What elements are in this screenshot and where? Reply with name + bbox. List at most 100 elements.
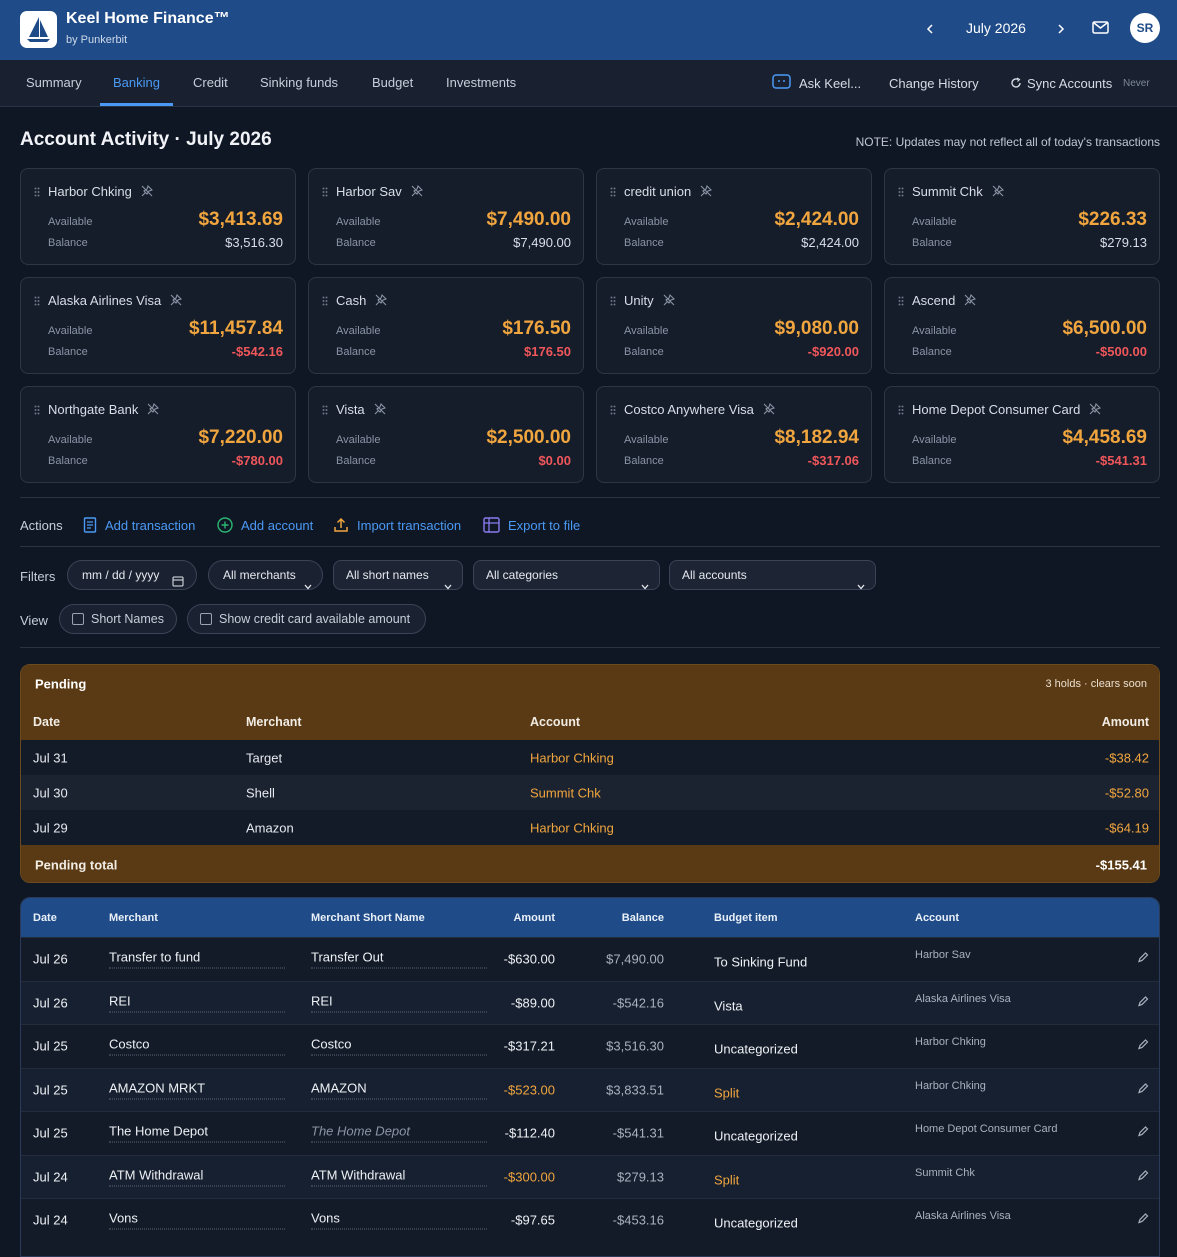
action-button[interactable]: Import transaction — [333, 517, 461, 533]
checkbox[interactable] — [72, 613, 84, 625]
edit-icon[interactable] — [1137, 1082, 1149, 1097]
action-button[interactable]: Export to file — [483, 517, 580, 533]
nav-tab[interactable]: Budget — [372, 75, 414, 90]
budget-item[interactable]: Split — [714, 1085, 740, 1101]
grip — [898, 294, 904, 309]
account-card[interactable]: Home Depot Consumer Card Available $4,458.… — [884, 386, 1160, 483]
divider — [20, 647, 1160, 648]
transaction-cell: AMAZON — [311, 1080, 487, 1100]
pin-icon[interactable] — [170, 293, 183, 306]
pin-icon[interactable] — [700, 184, 713, 197]
balance-label: Balance — [48, 346, 88, 358]
filter-select[interactable]: All merchants — [208, 560, 323, 590]
account-card[interactable]: Summit Chk Available $226.33 Balance $279.13 — [884, 168, 1160, 265]
change-history[interactable]: Change History — [889, 76, 979, 91]
filter-select[interactable]: All short names — [333, 560, 463, 590]
grip-icon — [898, 187, 904, 197]
budget-item[interactable]: Uncategorized — [714, 1128, 798, 1144]
action-button[interactable]: Add transaction — [83, 517, 195, 533]
checkbox[interactable] — [200, 613, 212, 625]
account-card[interactable]: Unity Available $9,080.00 Balance -$920.00 — [596, 277, 872, 374]
balance-amount: $3,516.30 — [225, 235, 283, 250]
table-header: Date Merchant Merchant Short Name Amount Bal… — [21, 898, 1159, 937]
balance-label: Balance — [624, 346, 664, 358]
prev-month[interactable] — [926, 23, 936, 35]
grip — [610, 403, 616, 418]
account-card[interactable]: Costco Anywhere Visa Available $8,182.94 Ba… — [596, 386, 872, 483]
account-card[interactable]: Ascend Available $6,500.00 Balance -$500.00 — [884, 277, 1160, 374]
pending-panel: Pending 3 holds · clears soon Date Merchant… — [20, 664, 1160, 883]
available-amount: $6,500.00 — [1062, 318, 1147, 339]
account-card[interactable]: Vista Available $2,500.00 Balance $0.00 — [308, 386, 584, 483]
mail-icon[interactable] — [1092, 21, 1110, 35]
grip — [322, 185, 328, 200]
nav-tab[interactable]: Summary — [26, 75, 82, 90]
account-card[interactable]: Cash Available $176.50 Balance $176.50 — [308, 277, 584, 374]
avatar[interactable]: SR — [1130, 13, 1160, 43]
nav-tab[interactable]: Investments — [446, 75, 517, 90]
nav-tab[interactable]: Sinking funds — [260, 75, 339, 90]
transaction-cell: -$89.00 — [510, 995, 555, 1011]
next-month[interactable] — [1056, 23, 1066, 35]
toggle-text: Show credit card available amount — [219, 612, 411, 626]
grip-icon — [34, 296, 40, 306]
edit-icon[interactable] — [1137, 1169, 1149, 1184]
available-label: Available — [48, 325, 93, 337]
available-amount: $176.50 — [502, 318, 571, 339]
filter-select[interactable]: All categories — [473, 560, 660, 590]
pin-icon[interactable] — [411, 184, 423, 197]
grip — [898, 403, 904, 418]
pin-icon[interactable] — [375, 293, 388, 306]
account-card[interactable]: Harbor Chking Available $3,413.69 Balance $3… — [20, 168, 296, 265]
account-card[interactable]: Northgate Bank Available $7,220.00 Balance -… — [20, 386, 296, 483]
account-card[interactable]: Harbor Sav Available $7,490.00 Balance $7,49… — [308, 168, 584, 265]
transaction-cell: Jul 25 — [33, 1125, 68, 1141]
pin-icon[interactable] — [992, 184, 1004, 197]
balance-label: Balance — [336, 237, 376, 249]
date-filter[interactable]: mm / dd / yyyy — [67, 560, 197, 590]
account-name: credit union — [624, 184, 713, 199]
chevron — [857, 572, 865, 600]
budget-item[interactable]: Vista — [714, 998, 743, 1014]
budget-item[interactable]: To Sinking Fund — [714, 954, 808, 970]
nav-tab[interactable]: Credit — [193, 75, 228, 90]
balance-amount: -$500.00 — [1095, 344, 1147, 359]
account-card[interactable]: Alaska Airlines Visa Available $11,457.84 B… — [20, 277, 296, 374]
edit-icon[interactable] — [1137, 1213, 1149, 1228]
pin-icon[interactable] — [964, 293, 977, 306]
budget-item[interactable]: Uncategorized — [714, 1041, 798, 1057]
pin-icon[interactable] — [663, 293, 675, 306]
available-label: Available — [912, 325, 957, 337]
action-button[interactable]: Add account — [217, 517, 313, 533]
filter-select[interactable]: All accounts — [669, 560, 876, 590]
upload-icon — [334, 517, 348, 532]
transaction-cell: -$300.00 — [503, 1169, 555, 1185]
view-toggle[interactable]: Show credit card available amount — [187, 604, 426, 634]
pin-icon[interactable] — [147, 402, 160, 415]
edit-icon[interactable] — [1137, 952, 1149, 967]
edit-icon[interactable] — [1137, 995, 1149, 1010]
grip-icon — [898, 405, 904, 415]
balance-amount: $2,424.00 — [801, 235, 859, 250]
column-header: Date — [33, 714, 61, 729]
account-card[interactable]: credit union Available $2,424.00 Balance $2,… — [596, 168, 872, 265]
divider — [20, 546, 1160, 547]
ask-keel[interactable]: Ask Keel... — [799, 76, 862, 91]
pin-icon[interactable] — [374, 402, 386, 415]
balance-amount: $279.13 — [1100, 235, 1147, 250]
edit-icon[interactable] — [1137, 1039, 1149, 1054]
view-toggle[interactable]: Short Names — [59, 604, 177, 634]
nav-tab[interactable]: Banking — [113, 75, 160, 90]
budget-item[interactable]: Uncategorized — [714, 1215, 798, 1231]
transaction-cell: ATM Withdrawal — [311, 1167, 487, 1187]
calendar-svg — [172, 576, 184, 587]
balance-label: Balance — [336, 455, 376, 467]
select-text: All categories — [486, 568, 559, 582]
pin-icon[interactable] — [141, 184, 153, 197]
pin-icon[interactable] — [1089, 402, 1102, 415]
edit-icon[interactable] — [1137, 1126, 1149, 1141]
budget-item[interactable]: Split — [714, 1172, 740, 1188]
pin-icon[interactable] — [763, 402, 775, 415]
sync-accounts[interactable]: Sync Accounts — [1027, 76, 1113, 91]
